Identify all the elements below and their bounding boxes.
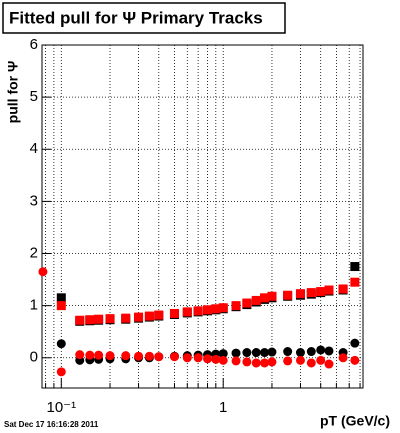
square-marker — [231, 301, 241, 311]
square-marker — [350, 277, 360, 287]
x-axis-label: pT (GeV/c) — [320, 413, 390, 429]
circle-marker — [283, 347, 293, 357]
square-marker — [306, 288, 316, 298]
circle-marker — [85, 350, 95, 360]
square-marker — [182, 307, 192, 317]
circle-marker — [350, 355, 360, 365]
chart-title: Fitted pull for Ψ Primary Tracks — [9, 8, 263, 27]
circle-marker — [283, 356, 293, 366]
circle-marker — [94, 350, 104, 360]
circle-marker — [324, 346, 334, 356]
square-marker — [218, 303, 228, 313]
circle-marker — [306, 347, 316, 357]
circle-marker — [324, 359, 334, 369]
square-marker — [144, 311, 154, 321]
square-marker — [324, 285, 334, 295]
circle-marker — [182, 353, 192, 363]
circle-marker — [144, 351, 154, 361]
circle-marker — [211, 354, 221, 364]
square-marker — [75, 315, 85, 325]
circle-marker — [56, 367, 66, 377]
square-marker — [94, 314, 104, 324]
circle-marker — [38, 267, 48, 277]
timestamp: Sat Dec 17 16:16:28 2011 — [4, 420, 99, 429]
circle-marker — [350, 338, 360, 348]
circle-marker — [134, 351, 144, 361]
y-tick-label: 2 — [30, 244, 38, 261]
square-marker — [56, 301, 66, 311]
circle-marker — [316, 355, 326, 365]
circle-marker — [295, 355, 305, 365]
circle-marker — [306, 358, 316, 368]
circle-marker — [193, 353, 203, 363]
square-marker — [211, 304, 221, 314]
square-marker — [283, 290, 293, 300]
square-marker — [316, 287, 326, 297]
circle-marker — [169, 352, 179, 362]
circle-marker — [251, 348, 261, 358]
circle-marker — [231, 356, 241, 366]
y-tick-label: 5 — [30, 88, 38, 105]
square-marker — [134, 312, 144, 322]
circle-marker — [231, 348, 241, 358]
circle-marker — [338, 353, 348, 363]
y-tick-label: 0 — [30, 349, 38, 366]
square-marker — [251, 295, 261, 305]
square-marker — [85, 315, 95, 325]
title-box — [2, 2, 286, 34]
square-marker — [193, 306, 203, 316]
circle-marker — [260, 348, 270, 358]
circle-marker — [203, 354, 213, 364]
circle-marker — [56, 339, 66, 349]
circle-marker — [251, 358, 261, 368]
square-marker — [203, 305, 213, 315]
circle-marker — [218, 349, 228, 359]
circle-marker — [121, 351, 131, 361]
circle-marker — [242, 348, 252, 358]
x-tick-label: 1 — [219, 399, 227, 416]
square-marker — [105, 314, 115, 324]
square-marker — [295, 289, 305, 299]
square-marker — [56, 293, 66, 303]
circle-marker — [295, 348, 305, 358]
circle-marker — [267, 347, 277, 357]
square-marker — [242, 298, 252, 308]
square-marker — [338, 284, 348, 294]
circle-marker — [75, 350, 85, 360]
circle-marker — [267, 357, 277, 367]
square-marker — [169, 308, 179, 318]
plot-frame — [41, 44, 364, 389]
circle-marker — [105, 351, 115, 361]
square-marker — [260, 293, 270, 303]
y-axis-label: pull for Ψ — [5, 61, 21, 124]
y-tick-label: 1 — [30, 297, 38, 314]
square-marker — [121, 313, 131, 323]
square-marker — [350, 262, 360, 272]
circle-marker — [242, 357, 252, 367]
circle-marker — [260, 358, 270, 368]
circle-marker — [316, 345, 326, 355]
y-tick-label: 3 — [30, 192, 38, 209]
x-tick-label: 10⁻¹ — [46, 399, 76, 416]
circle-marker — [218, 355, 228, 365]
square-marker — [267, 291, 277, 301]
circle-marker — [154, 352, 164, 362]
square-marker — [154, 310, 164, 320]
y-tick-label: 6 — [30, 36, 38, 53]
y-tick-label: 4 — [30, 140, 38, 157]
